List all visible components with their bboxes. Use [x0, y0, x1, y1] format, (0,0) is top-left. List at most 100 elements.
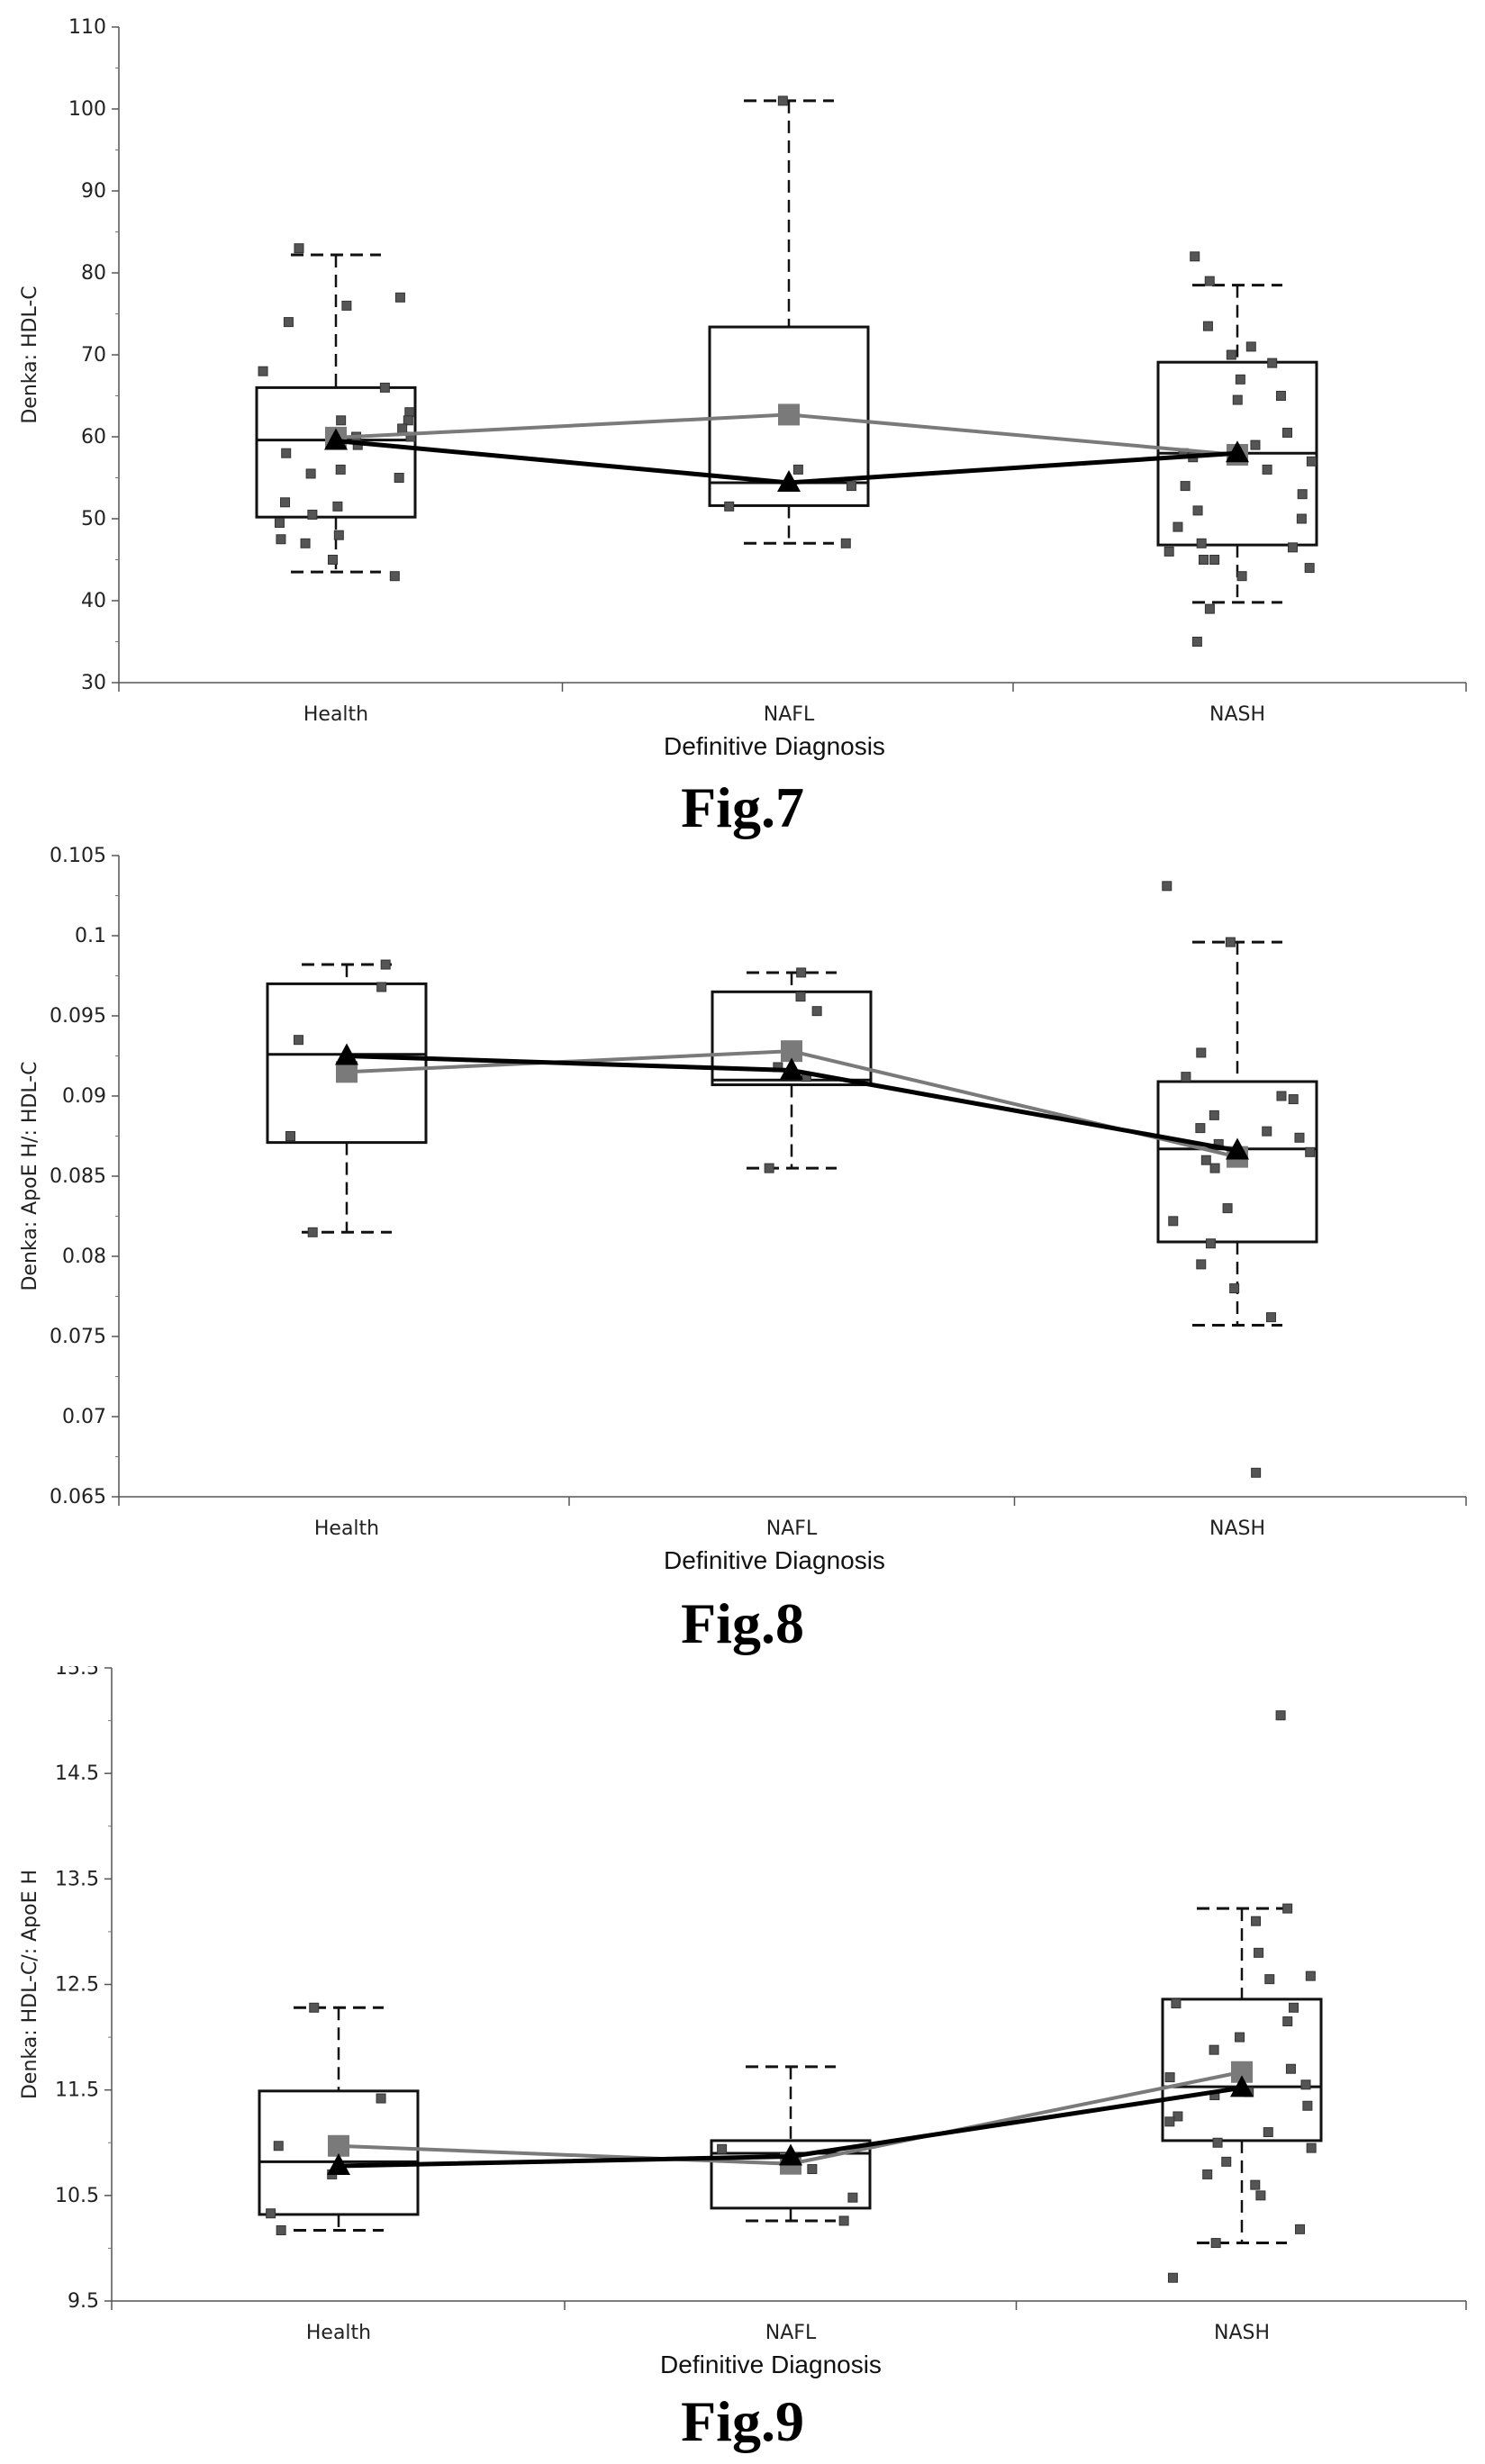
data-point: [1300, 2079, 1311, 2090]
data-point: [1264, 1974, 1275, 1985]
data-point: [294, 243, 304, 254]
data-point: [1196, 1259, 1207, 1270]
data-point: [1162, 881, 1173, 892]
data-point: [1254, 1947, 1264, 1958]
data-point: [281, 448, 292, 458]
data-point: [1204, 276, 1215, 286]
figure-caption: Fig.8: [681, 1591, 804, 1655]
box-iqr: [710, 2139, 872, 2210]
x-axis-title: Definitive Diagnosis: [660, 2351, 882, 2378]
data-point: [1294, 1132, 1305, 1143]
data-point: [1250, 2179, 1261, 2190]
median-marker: [1226, 1137, 1249, 1160]
chart-svg-fig9: 9.5 10.5 11.5 12.5 13.5 14.5 15.5 Health NAFL NAS…: [19, 1666, 1467, 2378]
data-point: [1209, 555, 1220, 565]
x-tick-label: NAFL: [764, 703, 815, 726]
box-nash: [1156, 940, 1318, 1327]
data-point: [1263, 2127, 1273, 2138]
data-point: [717, 2143, 728, 2154]
data-point: [1262, 464, 1272, 475]
data-point: [280, 497, 291, 508]
box-iqr: [708, 325, 870, 507]
x-axis-title: Definitive Diagnosis: [664, 732, 885, 760]
data-point: [1250, 439, 1261, 450]
box-nafl: [710, 2065, 872, 2223]
box-iqr: [266, 982, 428, 1145]
x-tick-label: Health: [303, 703, 368, 726]
data-point: [1306, 456, 1317, 467]
data-point: [1164, 2116, 1175, 2127]
data-point: [1173, 2111, 1183, 2122]
chart-svg-fig8: 0.065 0.07 0.075 0.08 0.085 0.09 0.095 0.1 0.105…: [19, 847, 1467, 1574]
y-tick-label: 60: [81, 426, 106, 448]
data-point: [807, 2164, 818, 2175]
y-axis-title: Denka: HDL-C: [19, 285, 41, 423]
median-marker: [1230, 2075, 1254, 2097]
y-tick-label: 15.5: [55, 1666, 99, 1680]
data-point: [389, 571, 400, 582]
median-marker: [327, 2153, 350, 2176]
x-tick-label: Health: [306, 2322, 371, 2344]
data-point: [1297, 489, 1308, 500]
x-tick-label: NASH: [1209, 1517, 1265, 1540]
y-tick-label: 30: [81, 672, 106, 694]
data-point: [1262, 1126, 1272, 1137]
data-point: [1164, 546, 1174, 557]
data-point: [307, 509, 318, 520]
data-point: [1282, 2016, 1293, 2027]
data-point: [1209, 2044, 1219, 2055]
data-point: [847, 2192, 858, 2203]
data-point: [333, 530, 344, 540]
data-point: [266, 2208, 276, 2219]
data-point: [1181, 1072, 1191, 1083]
data-point: [394, 473, 404, 483]
data-point: [1164, 2072, 1175, 2083]
data-point: [283, 317, 294, 328]
y-tick-label: 100: [68, 98, 106, 121]
chart-svg-fig7: 30 40 50 60 70 80 90 100 110 Health NAFL NASH Defini…: [19, 16, 1467, 760]
data-point: [307, 1227, 318, 1237]
data-point: [1302, 2100, 1313, 2111]
data-point: [1167, 2272, 1178, 2283]
data-point: [1296, 513, 1307, 524]
y-tick-label: 110: [68, 16, 106, 39]
chart-panel-fig8: 0.065 0.07 0.075 0.08 0.085 0.09 0.095 0.1 0.105…: [0, 847, 1485, 1666]
data-point: [777, 95, 788, 106]
box-iqr: [711, 990, 873, 1087]
y-tick-label: 80: [81, 262, 106, 285]
y-tick-label: 0.065: [50, 1486, 106, 1508]
data-point: [1265, 1312, 1276, 1323]
data-point: [309, 2002, 320, 2013]
data-point: [328, 555, 339, 565]
data-point: [840, 538, 851, 548]
box-iqr: [258, 2089, 420, 2216]
y-tick-label: 14.5: [55, 1762, 99, 1785]
mean-marker: [328, 2134, 349, 2157]
data-point: [293, 1035, 303, 1046]
y-tick-label: 12.5: [55, 1974, 99, 1997]
data-point: [1251, 1916, 1262, 1926]
box-nafl: [708, 99, 870, 545]
data-point: [376, 982, 387, 992]
y-tick-label: 0.095: [50, 1005, 106, 1028]
y-tick-label: 0.085: [50, 1165, 106, 1188]
data-point: [258, 366, 268, 376]
data-point: [274, 518, 285, 529]
data-point: [811, 1006, 822, 1017]
median-marker: [780, 1057, 803, 1080]
data-point: [394, 292, 405, 303]
data-point: [336, 415, 347, 426]
data-point: [792, 464, 803, 475]
data-point: [1196, 538, 1207, 548]
data-point: [276, 2224, 286, 2235]
data-point: [1226, 349, 1236, 360]
data-point: [332, 501, 343, 512]
y-tick-label: 0.07: [62, 1406, 106, 1428]
data-point: [1225, 937, 1236, 947]
data-point: [1255, 2190, 1266, 2201]
box-health: [258, 2006, 420, 2232]
data-point: [1209, 1163, 1220, 1173]
data-point: [1236, 571, 1247, 582]
box-iqr: [1161, 1997, 1323, 2142]
data-point: [838, 2215, 849, 2226]
